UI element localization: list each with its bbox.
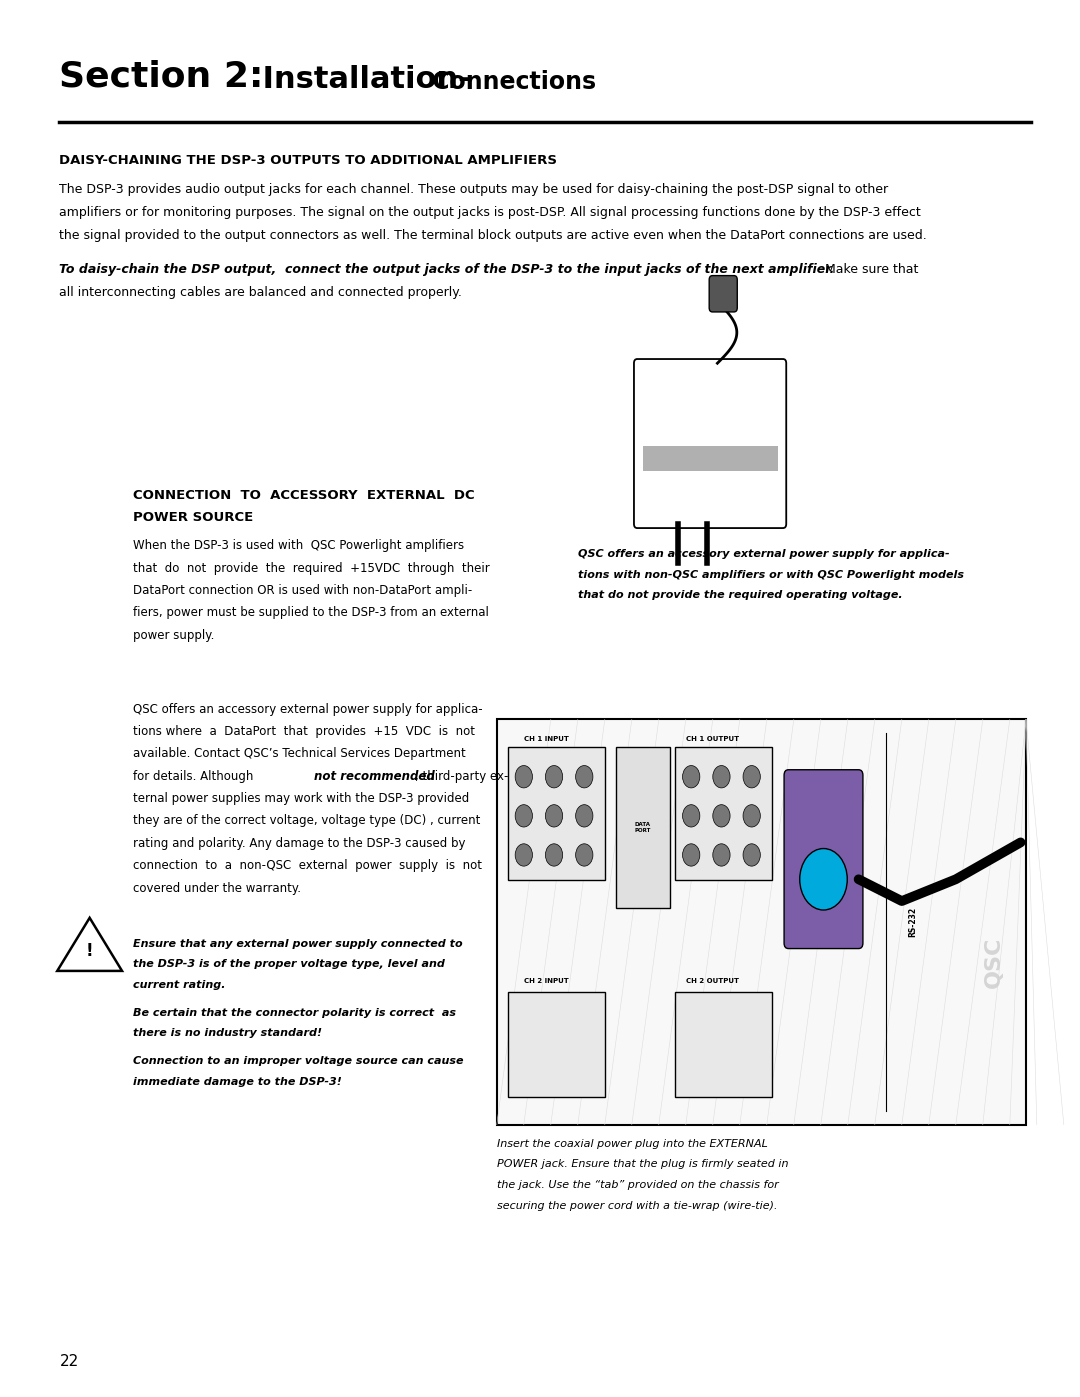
Circle shape [799,848,847,909]
Text: CONNECTION  TO  ACCESSORY  EXTERNAL  DC: CONNECTION TO ACCESSORY EXTERNAL DC [133,489,474,502]
FancyBboxPatch shape [710,275,738,312]
FancyBboxPatch shape [675,747,772,880]
FancyBboxPatch shape [508,992,605,1097]
FancyBboxPatch shape [508,747,605,880]
Text: Insert the coaxial power plug into the EXTERNAL: Insert the coaxial power plug into the E… [497,1139,768,1148]
Text: they are of the correct voltage, voltage type (DC) , current: they are of the correct voltage, voltage… [133,814,481,827]
Circle shape [683,766,700,788]
Text: !: ! [85,942,94,960]
Circle shape [515,844,532,866]
Circle shape [713,844,730,866]
Text: the signal provided to the output connectors as well. The terminal block outputs: the signal provided to the output connec… [59,229,927,242]
Text: 22: 22 [59,1354,79,1369]
FancyBboxPatch shape [634,359,786,528]
Circle shape [743,805,760,827]
Text: current rating.: current rating. [133,981,226,990]
Circle shape [743,766,760,788]
Text: that  do  not  provide  the  required  +15VDC  through  their: that do not provide the required +15VDC … [133,562,489,574]
Text: ternal power supplies may work with the DSP-3 provided: ternal power supplies may work with the … [133,792,469,805]
Text: Section 2:: Section 2: [59,60,264,94]
Text: , third-party ex-: , third-party ex- [415,770,508,782]
FancyBboxPatch shape [784,770,863,949]
Text: all interconnecting cables are balanced and connected properly.: all interconnecting cables are balanced … [59,285,462,299]
Text: DAISY-CHAINING THE DSP-3 OUTPUTS TO ADDITIONAL AMPLIFIERS: DAISY-CHAINING THE DSP-3 OUTPUTS TO ADDI… [59,154,557,166]
Text: covered under the warranty.: covered under the warranty. [133,882,301,894]
Text: Be certain that the connector polarity is correct  as: Be certain that the connector polarity i… [133,1007,456,1018]
Circle shape [576,844,593,866]
Circle shape [713,805,730,827]
Circle shape [545,766,563,788]
Circle shape [515,805,532,827]
Text: DATA
PORT: DATA PORT [634,823,651,833]
Text: The DSP-3 provides audio output jacks for each channel. These outputs may be use: The DSP-3 provides audio output jacks fo… [59,183,889,196]
Text: tions where  a  DataPort  that  provides  +15  VDC  is  not: tions where a DataPort that provides +15… [133,725,475,738]
Text: rating and polarity. Any damage to the DSP-3 caused by: rating and polarity. Any damage to the D… [133,837,465,849]
Text: not recommended: not recommended [314,770,435,782]
Circle shape [545,844,563,866]
FancyBboxPatch shape [643,446,778,471]
Text: POWER jack. Ensure that the plug is firmly seated in: POWER jack. Ensure that the plug is firm… [497,1160,788,1169]
Text: QSC offers an accessory external power supply for applica-: QSC offers an accessory external power s… [578,549,949,559]
Text: the DSP-3 is of the proper voltage type, level and: the DSP-3 is of the proper voltage type,… [133,960,445,970]
Circle shape [713,766,730,788]
Text: CH 2 OUTPUT: CH 2 OUTPUT [686,978,739,983]
Circle shape [545,805,563,827]
Text: Connections: Connections [424,70,596,94]
Text: that do not provide the required operating voltage.: that do not provide the required operati… [578,591,903,601]
Text: connection  to  a  non-QSC  external  power  supply  is  not: connection to a non-QSC external power s… [133,859,482,872]
Text: the jack. Use the “tab” provided on the chassis for: the jack. Use the “tab” provided on the … [497,1180,779,1190]
Text: fiers, power must be supplied to the DSP-3 from an external: fiers, power must be supplied to the DSP… [133,606,489,619]
Text: available. Contact QSC’s Technical Services Department: available. Contact QSC’s Technical Servi… [133,747,465,760]
Text: amplifiers or for monitoring purposes. The signal on the output jacks is post-DS: amplifiers or for monitoring purposes. T… [59,205,921,219]
Text: CH 2 INPUT: CH 2 INPUT [524,978,568,983]
Text: Ensure that any external power supply connected to: Ensure that any external power supply co… [133,939,462,949]
Text: power supply.: power supply. [133,629,214,641]
Text: POWER SOURCE: POWER SOURCE [133,511,253,524]
Circle shape [515,766,532,788]
Circle shape [683,805,700,827]
Text: CH 1 OUTPUT: CH 1 OUTPUT [686,736,739,742]
Circle shape [576,766,593,788]
Circle shape [743,844,760,866]
FancyBboxPatch shape [497,719,1026,1125]
Text: for details. Although: for details. Although [133,770,257,782]
Text: Connection to an improper voltage source can cause: Connection to an improper voltage source… [133,1056,463,1066]
Circle shape [683,844,700,866]
Text: tions with non-QSC amplifiers or with QSC Powerlight models: tions with non-QSC amplifiers or with QS… [578,570,963,580]
Text: Installation-: Installation- [252,64,471,94]
Text: securing the power cord with a tie-wrap (wire-tie).: securing the power cord with a tie-wrap … [497,1200,778,1211]
Text: QSC: QSC [984,937,1003,988]
Text: DataPort connection OR is used with non-DataPort ampli-: DataPort connection OR is used with non-… [133,584,472,597]
FancyBboxPatch shape [616,747,670,908]
Text: RS-232: RS-232 [908,907,917,937]
FancyBboxPatch shape [675,992,772,1097]
Text: QSC offers an accessory external power supply for applica-: QSC offers an accessory external power s… [133,703,483,715]
Circle shape [576,805,593,827]
Text: CH 1 INPUT: CH 1 INPUT [524,736,569,742]
Text: there is no industry standard!: there is no industry standard! [133,1028,322,1038]
Text: Make sure that: Make sure that [821,263,918,275]
Text: immediate damage to the DSP-3!: immediate damage to the DSP-3! [133,1077,341,1087]
Text: To daisy-chain the DSP output,  connect the output jacks of the DSP-3 to the inp: To daisy-chain the DSP output, connect t… [59,263,835,275]
Text: When the DSP-3 is used with  QSC Powerlight amplifiers: When the DSP-3 is used with QSC Powerlig… [133,539,464,552]
